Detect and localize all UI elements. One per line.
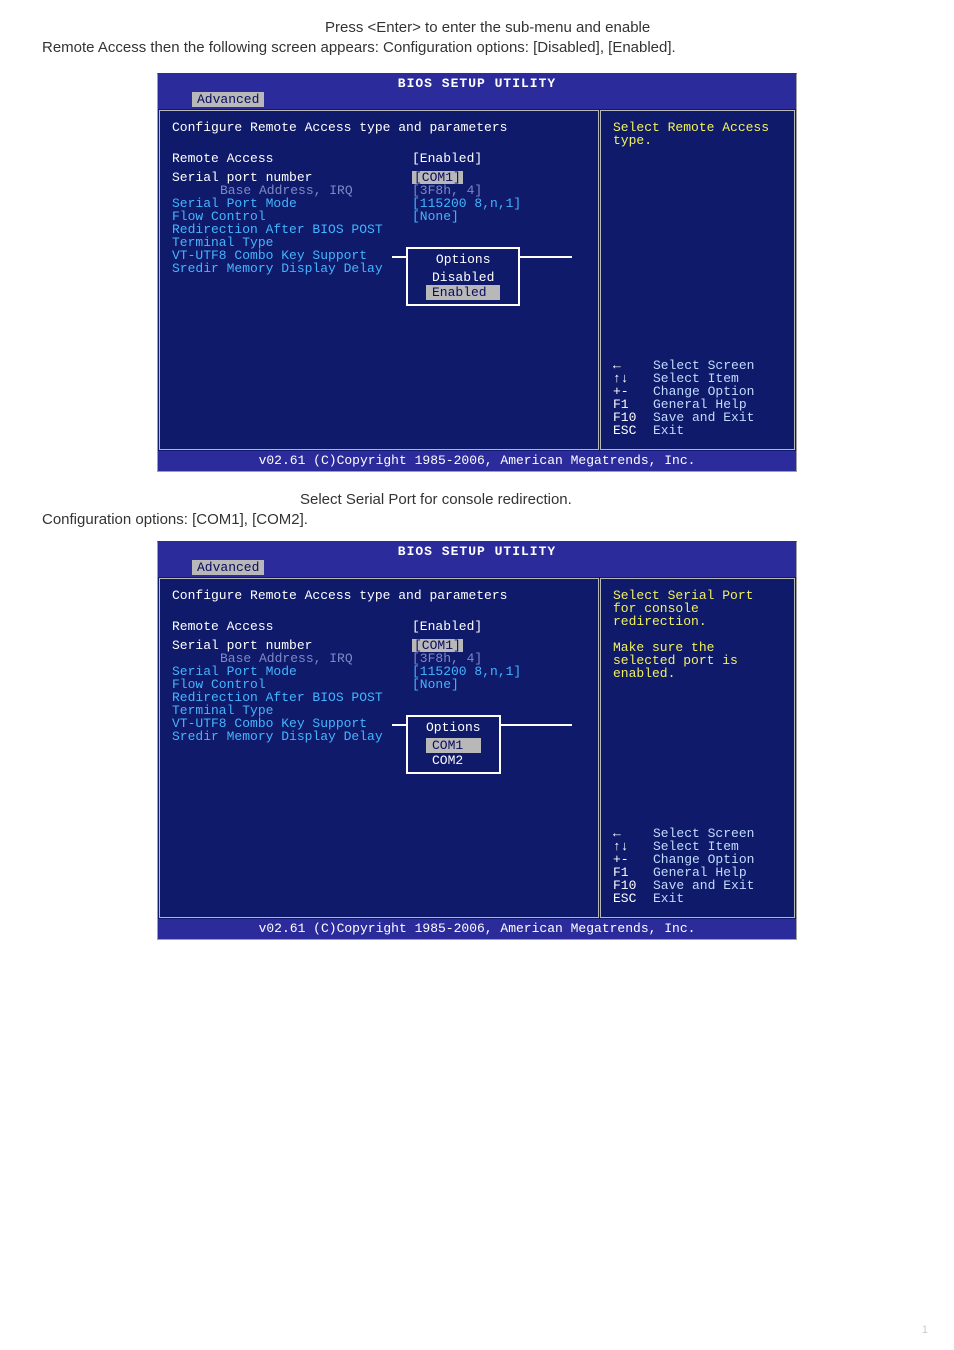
key-hint-desc: Save and Exit	[653, 411, 754, 424]
setting-label: VT-UTF8 Combo Key Support	[172, 249, 412, 262]
intro1-cont: Remote Access then the following screen …	[42, 39, 676, 56]
config-header: Configure Remote Access type and paramet…	[172, 121, 586, 134]
row-remote-access[interactable]: Remote Access [Enabled]	[172, 620, 586, 633]
bios-main: Configure Remote Access type and paramet…	[159, 578, 599, 918]
bios-titlebar: BIOS SETUP UTILITY	[158, 542, 796, 559]
bios-menubar: Advanced	[158, 559, 796, 577]
popup-connector-right	[496, 724, 572, 726]
bios-body: Configure Remote Access type and paramet…	[158, 577, 796, 919]
key-hint: F1General Help	[613, 398, 784, 411]
value-remote-access: [Enabled]	[412, 620, 482, 633]
bios-side: Select Remote Access type. ←Select Scree…	[600, 110, 795, 450]
key-hint-key: ESC	[613, 892, 653, 905]
key-hint-desc: General Help	[653, 398, 747, 411]
key-hint: ESCExit	[613, 424, 784, 437]
key-hint-key: F1	[613, 398, 653, 411]
setting-row[interactable]: Sredir Memory Display Delay	[172, 262, 586, 275]
popup-option[interactable]: Disabled	[426, 270, 500, 285]
intro1-right: Press <Enter> to enter the sub-menu and …	[325, 19, 650, 36]
side-help-text: Select Remote Access type.	[613, 120, 769, 148]
key-hint-desc: Select Item	[653, 372, 739, 385]
side-help-text-1: Select Serial Port for console redirecti…	[613, 588, 753, 629]
prose-block-1: Press <Enter> to enter the sub-menu and …	[42, 18, 912, 59]
key-hint: ↑↓Select Item	[613, 372, 784, 385]
setting-row[interactable]: Serial port number[COM1]	[172, 171, 586, 184]
key-hint-key: ↑↓	[613, 372, 653, 385]
popup-option[interactable]: Enabled	[426, 285, 500, 300]
key-hint: ←Select Screen	[613, 359, 784, 372]
key-hint-key: ESC	[613, 424, 653, 437]
side-help: Select Remote Access type.	[613, 121, 784, 147]
tab-advanced[interactable]: Advanced	[192, 560, 264, 575]
keys-block: ←Select Screen↑↓Select Item+-Change Opti…	[613, 359, 784, 437]
side-help-text-2: Make sure the selected port is enabled.	[613, 640, 738, 681]
label-remote-access: Remote Access	[172, 152, 412, 165]
setting-row[interactable]: Flow Control[None]	[172, 210, 586, 223]
bios-main: Configure Remote Access type and paramet…	[159, 110, 599, 450]
bios-footer: v02.61 (C)Copyright 1985-2006, American …	[158, 451, 796, 471]
setting-label: Sredir Memory Display Delay	[172, 730, 412, 743]
setting-label: Redirection After BIOS POST	[172, 223, 412, 236]
key-hint: F10Save and Exit	[613, 411, 784, 424]
row-remote-access[interactable]: Remote Access [Enabled]	[172, 152, 586, 165]
page-number: 1	[922, 1324, 928, 1336]
bios-footer: v02.61 (C)Copyright 1985-2006, American …	[158, 919, 796, 939]
popup-title: Options	[426, 721, 481, 734]
key-hint-desc: Exit	[653, 424, 684, 437]
bios-panel-2: BIOS SETUP UTILITY Advanced Configure Re…	[157, 541, 797, 940]
setting-value: [None]	[412, 210, 459, 223]
value-remote-access: [Enabled]	[412, 152, 482, 165]
key-hint: +-Change Option	[613, 385, 784, 398]
popup-title: Options	[426, 253, 500, 266]
options-popup: Options DisabledEnabled	[406, 247, 520, 306]
popup-option[interactable]: COM2	[426, 753, 481, 768]
setting-row[interactable]: Base Address, IRQ[3F8h, 4]	[172, 184, 586, 197]
setting-value: [COM1]	[412, 171, 463, 184]
key-hint-key: ←	[613, 359, 653, 372]
side-help: Select Serial Port for console redirecti…	[613, 589, 784, 680]
setting-label: Base Address, IRQ	[172, 184, 412, 197]
key-hint: F10Save and Exit	[613, 879, 784, 892]
intro2-cont: Configuration options: [COM1], [COM2].	[42, 511, 308, 528]
config-header: Configure Remote Access type and paramet…	[172, 589, 586, 602]
key-hint-desc: Select Screen	[653, 359, 754, 372]
setting-value: [None]	[412, 678, 459, 691]
bios-panel-1: BIOS SETUP UTILITY Advanced Configure Re…	[157, 73, 797, 472]
setting-row[interactable]: Sredir Memory Display Delay	[172, 730, 586, 743]
intro2-right: Select Serial Port for console redirecti…	[300, 491, 572, 508]
setting-row[interactable]: Serial Port Mode[115200 8,n,1]	[172, 197, 586, 210]
setting-label: Sredir Memory Display Delay	[172, 262, 412, 275]
key-hint-desc: Change Option	[653, 385, 754, 398]
bios-menubar: Advanced	[158, 91, 796, 109]
key-hint: ESCExit	[613, 892, 784, 905]
setting-value: [115200 8,n,1]	[412, 197, 521, 210]
setting-value: [3F8h, 4]	[412, 184, 482, 197]
popup-option[interactable]: COM1	[426, 738, 481, 753]
setting-label: Flow Control	[172, 210, 412, 223]
setting-row[interactable]: Redirection After BIOS POST	[172, 223, 586, 236]
key-hint-desc: Exit	[653, 892, 684, 905]
setting-label: Serial Port Mode	[172, 197, 412, 210]
setting-row[interactable]: Terminal Type	[172, 236, 586, 249]
setting-label: Serial port number	[172, 171, 412, 184]
tab-advanced[interactable]: Advanced	[192, 92, 264, 107]
bios-titlebar: BIOS SETUP UTILITY	[158, 74, 796, 91]
setting-label: Terminal Type	[172, 236, 412, 249]
label-remote-access: Remote Access	[172, 620, 412, 633]
bios-body: Configure Remote Access type and paramet…	[158, 109, 796, 451]
key-hint-key: +-	[613, 385, 653, 398]
keys-block: ←Select Screen↑↓Select Item+-Change Opti…	[613, 827, 784, 905]
options-popup: Options COM1COM2	[406, 715, 501, 774]
key-hint-key: F10	[613, 411, 653, 424]
prose-block-2: Select Serial Port for console redirecti…	[42, 490, 912, 531]
bios-side: Select Serial Port for console redirecti…	[600, 578, 795, 918]
